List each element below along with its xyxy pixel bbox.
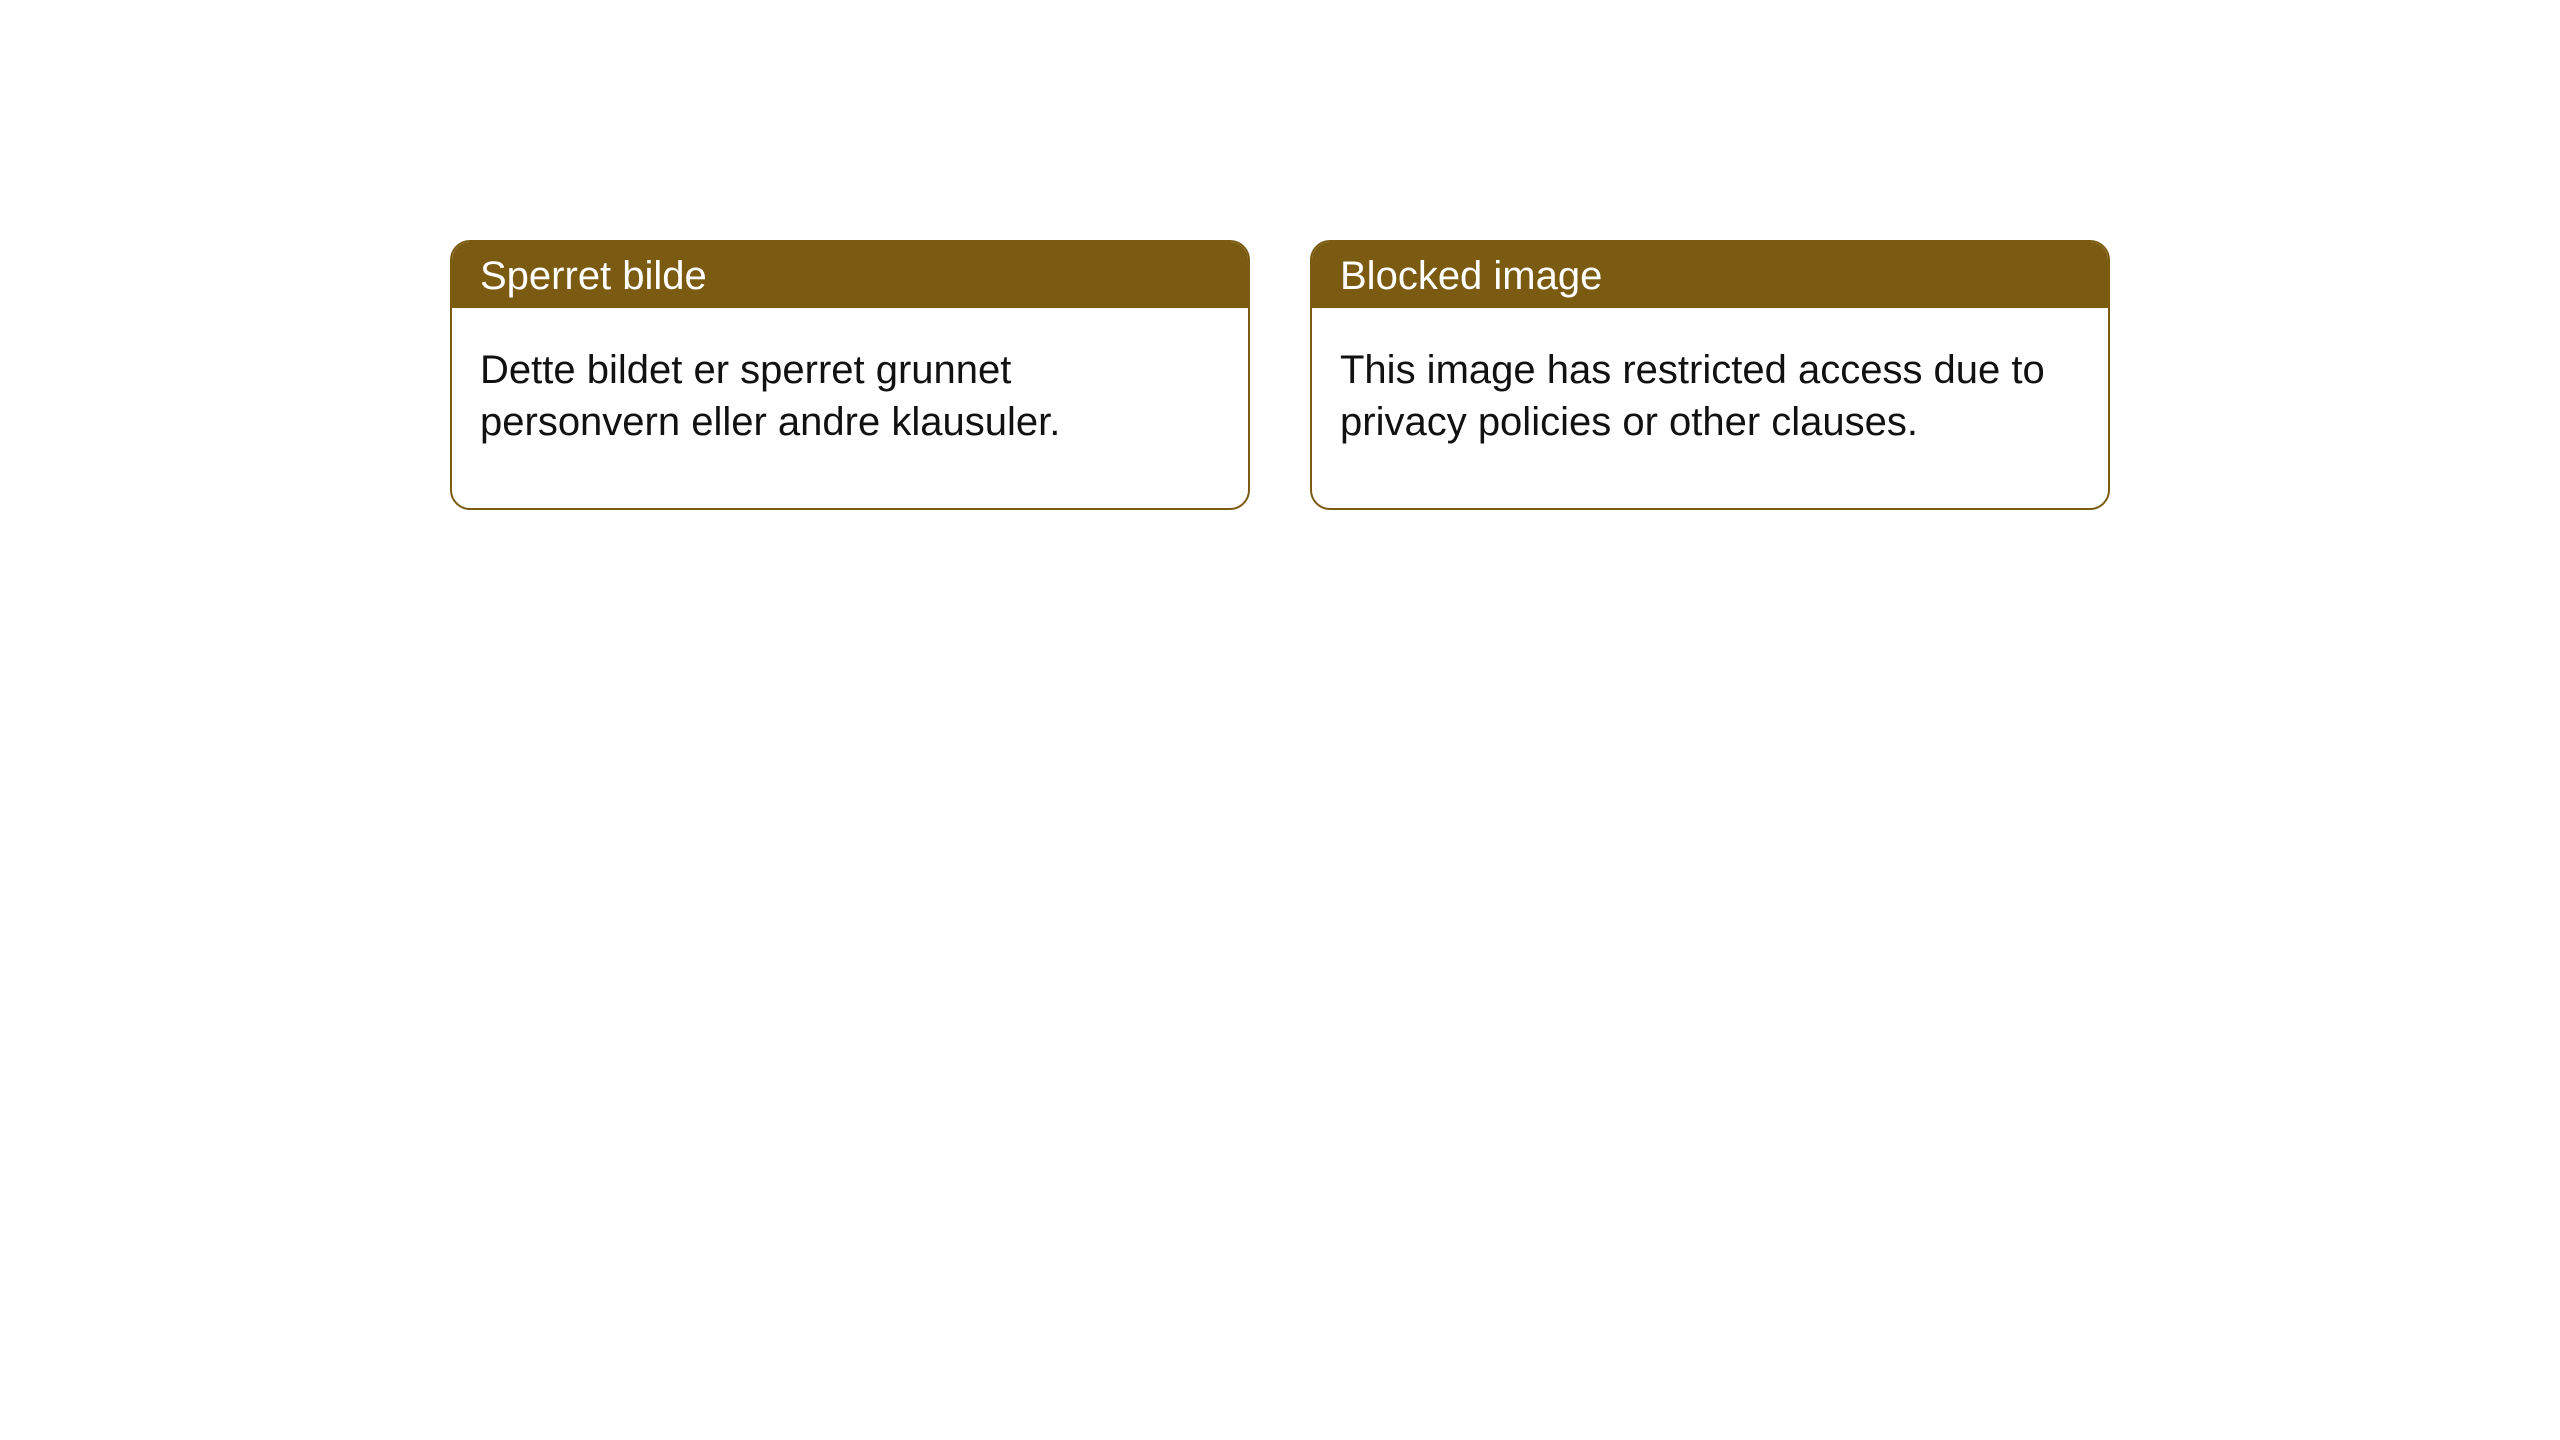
blocked-image-card-en: Blocked image This image has restricted … bbox=[1310, 240, 2110, 510]
blocked-image-card-no: Sperret bilde Dette bildet er sperret gr… bbox=[450, 240, 1250, 510]
card-header: Sperret bilde bbox=[452, 242, 1248, 308]
card-body: This image has restricted access due to … bbox=[1312, 308, 2108, 508]
card-header: Blocked image bbox=[1312, 242, 2108, 308]
notice-container: Sperret bilde Dette bildet er sperret gr… bbox=[450, 240, 2110, 510]
card-body: Dette bildet er sperret grunnet personve… bbox=[452, 308, 1248, 508]
